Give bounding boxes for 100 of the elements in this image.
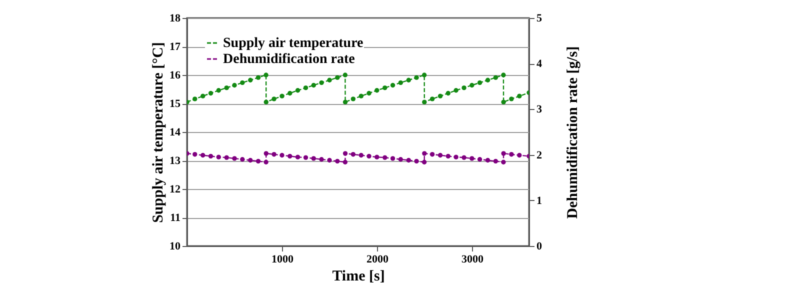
point	[335, 75, 340, 80]
point	[398, 157, 403, 162]
point	[327, 158, 332, 163]
point	[382, 155, 388, 160]
point	[501, 160, 506, 164]
point	[509, 152, 514, 157]
point	[342, 72, 348, 78]
point	[319, 80, 324, 86]
point	[509, 96, 514, 102]
point	[303, 155, 308, 160]
point	[422, 160, 427, 164]
y2-tick-label: 0	[536, 240, 542, 252]
point	[493, 75, 498, 80]
point	[200, 152, 206, 158]
point	[501, 151, 506, 156]
point	[477, 157, 482, 162]
point	[390, 156, 396, 161]
point	[224, 155, 229, 160]
point	[192, 96, 198, 102]
y-tick-label: 14	[170, 126, 181, 138]
point	[382, 85, 388, 90]
point	[430, 96, 435, 102]
point	[477, 80, 482, 86]
point	[240, 157, 245, 162]
y-tick-label: 15	[170, 98, 181, 110]
point	[280, 94, 284, 98]
point	[493, 158, 498, 164]
point	[485, 78, 490, 82]
x-tick-label: 1000	[272, 254, 294, 266]
point	[358, 94, 364, 98]
point	[414, 158, 419, 164]
point	[342, 160, 348, 164]
point	[501, 72, 506, 78]
point	[311, 156, 316, 161]
y2-tick-label: 5	[536, 12, 542, 24]
point	[224, 85, 229, 90]
point	[208, 90, 214, 96]
point	[264, 100, 268, 104]
point	[454, 154, 458, 160]
point	[501, 100, 506, 104]
point	[342, 100, 348, 104]
point	[438, 152, 443, 158]
point	[446, 154, 450, 159]
point	[264, 160, 268, 164]
point	[232, 82, 237, 88]
point	[406, 78, 411, 82]
point	[517, 152, 522, 158]
point	[303, 85, 308, 90]
point	[216, 154, 221, 160]
point	[342, 151, 348, 156]
point	[232, 156, 237, 161]
y-tick-label: 17	[170, 41, 181, 53]
point	[454, 88, 458, 93]
y-axis-title: Supply air temperature [°C]	[150, 42, 166, 223]
point	[350, 152, 356, 157]
point	[374, 88, 380, 93]
point	[319, 157, 324, 162]
point	[272, 152, 276, 157]
y-tick-label: 18	[170, 12, 181, 24]
legend-label: Supply air temperature	[223, 36, 364, 51]
point	[192, 152, 198, 157]
point	[208, 154, 214, 159]
point	[366, 90, 372, 96]
point	[248, 158, 253, 163]
point	[256, 158, 261, 164]
point	[256, 75, 261, 80]
point	[358, 152, 364, 158]
point	[446, 90, 450, 96]
point	[248, 78, 253, 82]
y-tick-label: 16	[170, 70, 181, 82]
y2-tick-label: 4	[536, 58, 542, 70]
point	[517, 94, 522, 98]
x-tick-label: 3000	[462, 254, 484, 266]
point	[288, 154, 292, 159]
point	[366, 154, 372, 159]
point	[264, 72, 268, 78]
x-axis-title: Time [s]	[332, 268, 385, 284]
point	[470, 82, 474, 88]
point	[485, 158, 490, 163]
point	[406, 158, 411, 163]
point	[216, 88, 221, 93]
point	[240, 80, 245, 86]
point	[470, 156, 474, 161]
point	[288, 90, 292, 96]
point	[462, 155, 466, 160]
point	[311, 82, 316, 88]
y-tick-label: 13	[170, 155, 181, 167]
y2-axis-title: Dehumidification rate [g/s]	[565, 46, 581, 219]
point	[398, 80, 403, 86]
point	[462, 85, 466, 90]
point	[430, 152, 435, 157]
point	[200, 94, 206, 98]
y-tick-label: 11	[170, 212, 180, 224]
point	[335, 158, 340, 164]
point	[272, 96, 276, 102]
point	[295, 154, 300, 160]
point	[295, 88, 300, 93]
point	[280, 152, 284, 158]
point	[264, 151, 268, 156]
y2-tick-label: 1	[536, 194, 542, 207]
